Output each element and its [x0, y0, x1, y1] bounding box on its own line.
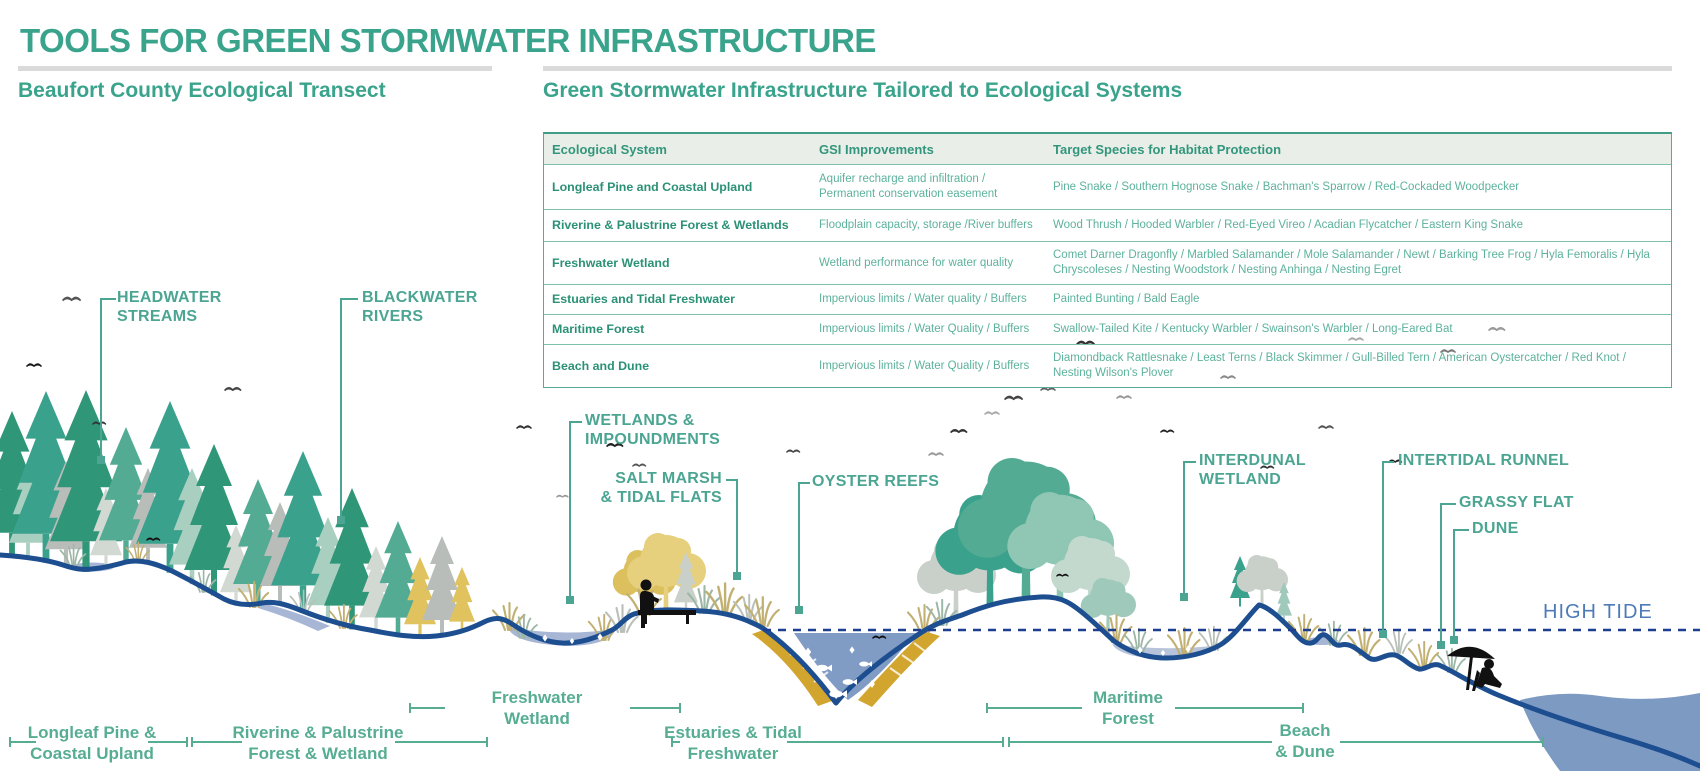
label-high-tide: HIGH TIDE	[1543, 601, 1653, 623]
table-row-gsi: Floodplain capacity, storage /River buff…	[811, 210, 1045, 242]
table-row-gsi: Aquifer recharge and infiltration / Perm…	[811, 165, 1045, 210]
label-interdunal-wetland: INTERDUNAL WETLAND	[1199, 452, 1306, 488]
callout-leader-lines	[100, 298, 1469, 643]
table-row-species: Wood Thrush / Hooded Warbler / Red-Eyed …	[1045, 210, 1671, 242]
col-header-target-species: Target Species for Habitat Protection	[1045, 134, 1671, 165]
table-row-system: Freshwater Wetland	[544, 242, 811, 285]
estuary-water	[794, 633, 916, 700]
table-row-species: Comet Darner Dragonfly / Marbled Salaman…	[1045, 242, 1671, 285]
label-oyster-reefs: OYSTER REEFS	[812, 473, 940, 490]
table-row-system: Estuaries and Tidal Freshwater	[544, 285, 811, 315]
zone-longleaf-pine-coastal-upland: Longleaf Pine & Coastal Upland	[27, 723, 157, 763]
label-blackwater-rivers: BLACKWATER RIVERS	[362, 289, 478, 325]
table-row-system: Maritime Forest	[544, 315, 811, 345]
gsi-table-heading: Green Stormwater Infrastructure Tailored…	[543, 79, 1183, 102]
callout-end-markers	[97, 456, 1458, 649]
beach-umbrella-person	[1447, 646, 1502, 691]
table-row-species: Painted Bunting / Bald Eagle	[1045, 285, 1671, 315]
table-row-gsi: Impervious limits / Water quality / Buff…	[811, 285, 1045, 315]
section-divider-left	[18, 66, 492, 71]
col-header-ecological-system: Ecological System	[544, 134, 811, 165]
table-row-gsi: Impervious limits / Water Quality / Buff…	[811, 315, 1045, 345]
label-dune: DUNE	[1472, 520, 1519, 537]
maritime-forest-trees	[917, 458, 1136, 634]
table-row-gsi: Wetland performance for water quality	[811, 242, 1045, 285]
page-title: TOOLS FOR GREEN STORMWATER INFRASTRUCTUR…	[20, 22, 876, 60]
zone-estuaries-tidal-freshwater: Estuaries & Tidal Freshwater	[664, 723, 802, 763]
transect-heading: Beaufort County Ecological Transect	[18, 79, 386, 102]
col-header-gsi-improvements: GSI Improvements	[811, 134, 1045, 165]
section-divider-right	[543, 66, 1672, 71]
table-row-species: Diamondback Rattlesnake / Least Terns / …	[1053, 352, 1626, 379]
zone-riverine-palustrine: Riverine & Palustrine Forest & Wetland	[232, 723, 404, 763]
table-row-species: Pine Snake / Southern Hognose Snake / Ba…	[1045, 165, 1671, 210]
label-grassy-flat: GRASSY FLAT	[1459, 494, 1574, 511]
gsi-table: Ecological System GSI Improvements Targe…	[543, 132, 1672, 388]
zone-maritime-forest: Maritime Forest	[1093, 688, 1163, 728]
label-salt-marsh-tidal-flats: SALT MARSH & TIDAL FLATS	[600, 470, 722, 506]
zone-brackets	[9, 703, 1544, 747]
terrain-profile	[0, 552, 1700, 769]
dune-trees	[1230, 555, 1292, 623]
person-on-dock	[638, 579, 696, 628]
table-row-species: Swallow-Tailed Kite / Kentucky Warbler /…	[1045, 315, 1671, 345]
label-headwater-streams: HEADWATER STREAMS	[117, 289, 222, 325]
zone-freshwater-wetland: Freshwater Wetland	[491, 688, 583, 728]
label-intertidal-runnel: INTERTIDAL RUNNEL	[1398, 452, 1570, 469]
wetland-trees	[612, 533, 706, 614]
table-row-system: Beach and Dune	[552, 358, 650, 373]
table-row-gsi: Impervious limits / Water Quality / Buff…	[819, 359, 1030, 372]
table-row-system: Longleaf Pine and Coastal Upland	[544, 165, 811, 210]
sand-banks	[752, 629, 940, 707]
table-row-system: Riverine & Palustrine Forest & Wetlands	[544, 210, 811, 242]
pine-forest	[0, 390, 475, 638]
label-wetlands-impoundments: WETLANDS & IMPOUNDMENTS	[585, 412, 721, 448]
zone-beach-dune: Beach & Dune	[1275, 721, 1335, 761]
